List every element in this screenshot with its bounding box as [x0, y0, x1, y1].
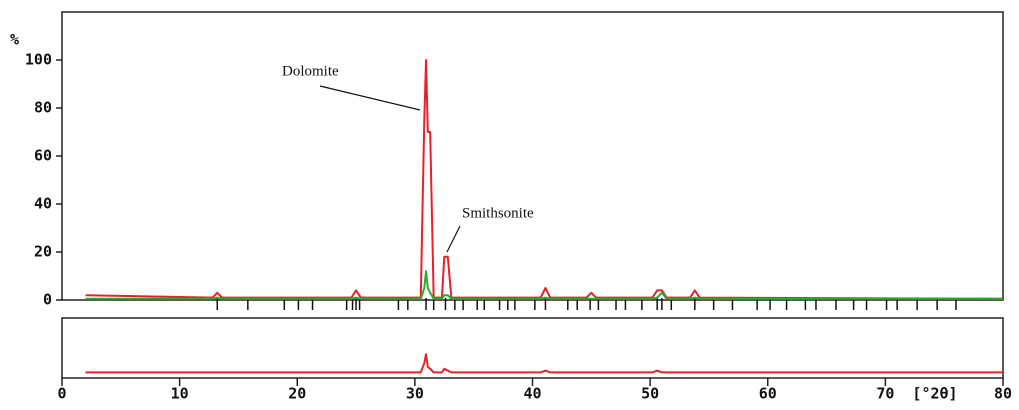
x-tick-label: 60 [759, 385, 777, 403]
difference-line [85, 353, 1003, 374]
y-tick-label: 100 [25, 51, 52, 69]
y-axis-label: % [10, 31, 19, 49]
y-tick-label: 60 [34, 147, 52, 165]
x-axis-label: [°2θ] [912, 385, 957, 403]
x-tick-label: 70 [876, 385, 894, 403]
x-tick-label: 40 [523, 385, 541, 403]
y-tick-label: 80 [34, 99, 52, 117]
annotation: Dolomite [282, 63, 339, 79]
x-tick-label: 10 [171, 385, 189, 403]
pattern-line [85, 270, 1003, 300]
difference-frame [61, 317, 1004, 379]
y-tick-label: 20 [34, 243, 52, 261]
y-tick-label: 0 [43, 291, 52, 309]
y-tick-label: 40 [34, 195, 52, 213]
x-tick-label: 0 [57, 385, 66, 403]
x-tick-label: 20 [288, 385, 306, 403]
x-tick-label: 30 [406, 385, 424, 403]
annotation: Smithsonite [462, 205, 534, 221]
annotation-leader [446, 225, 461, 253]
x-tick-label: 80 [994, 385, 1012, 403]
pattern-line [85, 59, 1004, 300]
annotation-leader [319, 85, 421, 111]
x-tick-label: 50 [641, 385, 659, 403]
plot-frame [61, 11, 1004, 301]
